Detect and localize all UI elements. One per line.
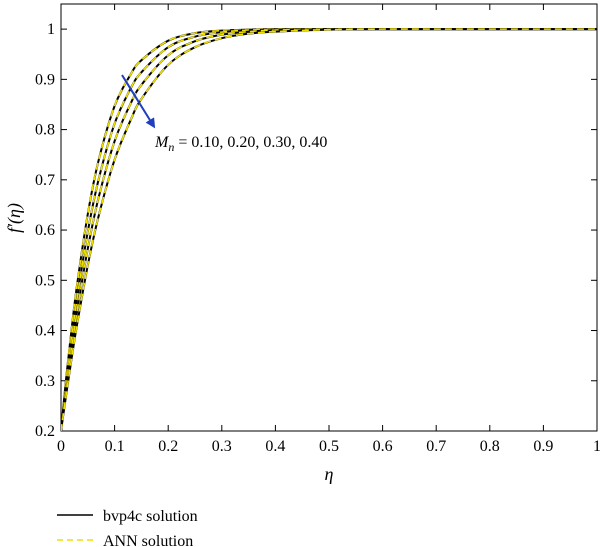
y-tick-label-4: 0.6 (35, 222, 55, 239)
series-ann-line-2 (61, 28, 597, 431)
x-tick-label-7: 0.7 (426, 438, 446, 455)
x-tick-label-3: 0.3 (212, 438, 232, 455)
annotation-values: = 0.10, 0.20, 0.30, 0.40 (174, 134, 327, 151)
series-ann-line-1 (61, 28, 597, 431)
series-ann-line-3 (61, 28, 597, 431)
annotation-text: Mn = 0.10, 0.20, 0.30, 0.40 (154, 134, 327, 154)
series-bvp4c-line-2 (61, 28, 597, 431)
y-tick-label-8: 1 (47, 21, 55, 38)
x-tick-label-4: 0.4 (265, 438, 285, 455)
x-tick-label-0: 0 (57, 438, 65, 455)
y-tick-label-7: 0.9 (35, 71, 55, 88)
y-tick-label-1: 0.3 (35, 373, 55, 390)
legend: bvp4c solution ANN solution (57, 508, 198, 547)
series-group (61, 28, 597, 431)
y-axis-label: f′(η) (4, 203, 25, 233)
y-tick-label-5: 0.7 (35, 172, 55, 189)
annotation-symbol: M (154, 134, 170, 151)
y-tick-label-6: 0.8 (35, 122, 55, 139)
legend-label-bvp4c: bvp4c solution (103, 508, 198, 525)
y-tick-label-3: 0.5 (35, 272, 55, 289)
x-tick-label-10: 1 (593, 438, 600, 455)
y-tick-labels: 0.2 0.3 0.4 0.5 0.6 0.7 0.8 0.9 1 (35, 21, 55, 440)
ticks (60, 4, 598, 432)
x-axis-label: η (325, 464, 334, 484)
x-tick-label-6: 0.6 (373, 438, 393, 455)
y-tick-label-2: 0.4 (35, 323, 55, 340)
x-tick-label-8: 0.8 (480, 438, 500, 455)
y-tick-label-0: 0.2 (35, 423, 55, 440)
series-bvp4c-line-3 (61, 28, 597, 431)
annotation-arrow (121, 74, 156, 129)
x-tick-label-9: 0.9 (533, 438, 553, 455)
plot-frame (60, 3, 598, 432)
x-tick-label-1: 0.1 (105, 438, 125, 455)
x-tick-labels: 0 0.1 0.2 0.3 0.4 0.5 0.6 0.7 0.8 0.9 1 (57, 438, 600, 455)
x-tick-label-2: 0.2 (158, 438, 178, 455)
x-tick-label-5: 0.5 (319, 438, 339, 455)
series-bvp4c-line-1 (61, 28, 597, 431)
legend-label-ann: ANN solution (103, 533, 193, 547)
annotation-subscript: n (168, 140, 174, 154)
series-bvp4c-line-0 (61, 28, 597, 431)
series-ann-line-0 (61, 28, 597, 431)
